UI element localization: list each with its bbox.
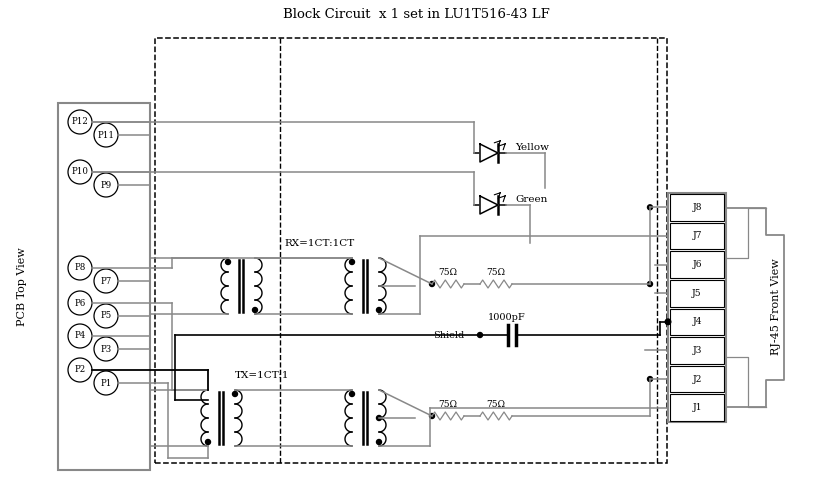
Circle shape — [94, 371, 118, 395]
Circle shape — [68, 256, 92, 280]
Polygon shape — [480, 144, 498, 162]
Circle shape — [377, 416, 382, 421]
Circle shape — [68, 324, 92, 348]
Circle shape — [349, 259, 354, 265]
Circle shape — [647, 205, 652, 210]
Bar — [670, 223, 724, 249]
Bar — [670, 366, 724, 392]
Text: P12: P12 — [72, 117, 88, 127]
Text: Block Circuit  x 1 set in LU1T516-43 LF: Block Circuit x 1 set in LU1T516-43 LF — [283, 7, 549, 21]
Bar — [58, 103, 150, 470]
Circle shape — [68, 110, 92, 134]
Bar — [670, 194, 724, 221]
Text: P3: P3 — [101, 345, 111, 353]
Bar — [668, 193, 726, 422]
Circle shape — [68, 160, 92, 184]
Bar — [155, 38, 667, 463]
Text: P6: P6 — [74, 298, 86, 308]
Circle shape — [252, 308, 257, 313]
Text: P2: P2 — [74, 365, 86, 375]
Circle shape — [429, 282, 434, 286]
Text: J1: J1 — [692, 403, 701, 412]
Circle shape — [68, 291, 92, 315]
Text: P9: P9 — [101, 180, 111, 189]
Circle shape — [377, 308, 382, 313]
Circle shape — [377, 439, 382, 445]
Circle shape — [232, 391, 237, 396]
Text: Shield: Shield — [433, 330, 464, 340]
Text: RJ-45 Front View: RJ-45 Front View — [771, 259, 781, 355]
Text: RX=1CT:1CT: RX=1CT:1CT — [285, 239, 355, 247]
Text: 75Ω: 75Ω — [487, 400, 506, 409]
Text: P11: P11 — [97, 131, 115, 140]
Text: J8: J8 — [692, 203, 701, 212]
Text: TX=1CT:1: TX=1CT:1 — [235, 372, 290, 381]
Bar — [670, 280, 724, 307]
Text: P10: P10 — [72, 168, 88, 176]
Circle shape — [94, 337, 118, 361]
Text: Green: Green — [515, 195, 547, 204]
Text: P4: P4 — [74, 331, 86, 341]
Text: Yellow: Yellow — [515, 142, 549, 151]
Text: J3: J3 — [692, 346, 701, 355]
Circle shape — [429, 414, 434, 419]
Text: J4: J4 — [692, 317, 701, 326]
Circle shape — [349, 391, 354, 396]
Circle shape — [206, 439, 210, 445]
Text: P7: P7 — [101, 277, 111, 285]
Text: J7: J7 — [692, 231, 701, 241]
Text: 1000pF: 1000pF — [488, 313, 526, 321]
Circle shape — [647, 377, 652, 382]
Text: J5: J5 — [692, 289, 702, 298]
Circle shape — [666, 319, 671, 324]
Circle shape — [94, 269, 118, 293]
Circle shape — [68, 358, 92, 382]
Circle shape — [94, 173, 118, 197]
Bar — [670, 309, 724, 335]
Text: P8: P8 — [74, 263, 86, 273]
Bar — [670, 337, 724, 364]
Text: 75Ω: 75Ω — [438, 268, 458, 277]
Text: J6: J6 — [692, 260, 701, 269]
Bar — [670, 251, 724, 278]
Text: P5: P5 — [101, 312, 111, 320]
Text: 75Ω: 75Ω — [438, 400, 458, 409]
Text: PCB Top View: PCB Top View — [17, 247, 27, 326]
Polygon shape — [480, 196, 498, 214]
Text: P1: P1 — [101, 379, 111, 387]
Text: J2: J2 — [692, 375, 701, 384]
Circle shape — [94, 123, 118, 147]
Circle shape — [478, 332, 483, 338]
Bar — [670, 394, 724, 421]
Circle shape — [94, 304, 118, 328]
Text: 75Ω: 75Ω — [487, 268, 506, 277]
Circle shape — [647, 282, 652, 286]
Circle shape — [225, 259, 230, 265]
